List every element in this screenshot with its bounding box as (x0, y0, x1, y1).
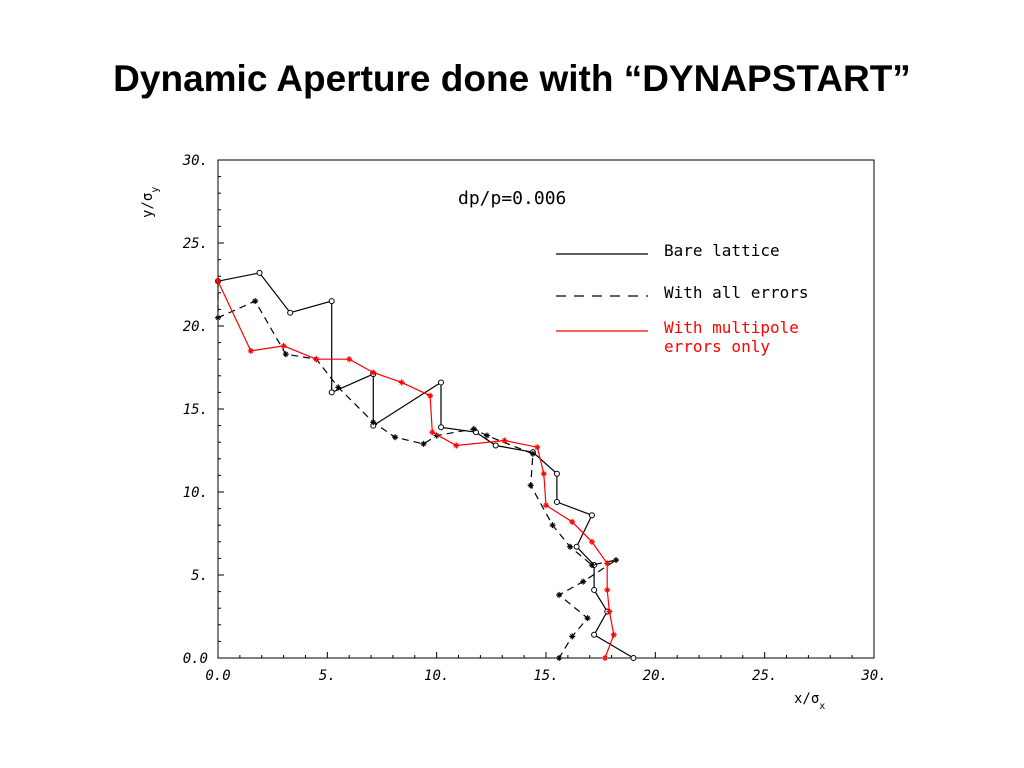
data-point (588, 562, 595, 569)
y-tick-label: 25. (183, 236, 208, 252)
y-tick-label: 10. (183, 485, 208, 501)
chart-legend: Bare lattice With all errors With multipol… (556, 241, 809, 356)
data-point (553, 470, 560, 477)
x-tick-label: 0.0 (205, 668, 230, 684)
x-tick-label: 25. (752, 668, 777, 684)
data-point (247, 347, 254, 354)
data-point (529, 450, 536, 457)
data-point (591, 631, 598, 638)
legend-item-bare-lattice: Bare lattice (556, 241, 780, 260)
data-point (549, 522, 556, 529)
data-point (215, 314, 221, 321)
series-with-all-errors (215, 278, 619, 661)
y-axis-label: y/σy (140, 187, 161, 218)
data-point (392, 434, 399, 441)
y-tick-label: 20. (183, 319, 208, 335)
data-point (569, 633, 576, 640)
legend-label: With all errors (664, 283, 809, 302)
axis-ticks: 0.0 5. 10. 15. 20. 25. 30. 0.0 5. 10. 15. 20. 25. 30. (182, 153, 887, 684)
x-tick-label: 30. (860, 668, 886, 684)
data-point (438, 424, 445, 431)
y-tick-label: 5. (191, 568, 208, 584)
data-point (567, 543, 574, 550)
slide-title: Dynamic Aperture done with “DYNAPSTART” (113, 58, 911, 99)
y-tick-label: 0.0 (183, 651, 208, 667)
x-tick-label: 5. (319, 668, 336, 684)
data-point (556, 655, 563, 661)
data-point (429, 429, 436, 436)
data-point (606, 608, 613, 615)
data-point (427, 392, 434, 399)
legend-item-with-multipole-errors-only: With multipole errors only (556, 318, 799, 356)
series-with-multipole-errors-only (215, 278, 617, 661)
data-point (398, 379, 405, 386)
data-point (335, 384, 342, 391)
data-point (328, 389, 335, 396)
x-tick-label: 20. (643, 668, 668, 684)
data-point (328, 298, 335, 305)
series-layer (215, 269, 637, 661)
data-point (483, 432, 490, 439)
series-line-with-multipole-errors-only (217, 280, 615, 659)
x-tick-label: 10. (424, 668, 449, 684)
plot-frame (217, 159, 875, 659)
data-point (453, 442, 460, 449)
data-point (256, 269, 263, 276)
y-tick-label: 30. (182, 153, 208, 169)
data-point (591, 586, 598, 593)
data-point (553, 498, 560, 505)
data-point (612, 557, 619, 564)
data-point (602, 655, 609, 661)
data-point (287, 309, 294, 316)
data-point (573, 543, 580, 550)
data-point (604, 560, 611, 567)
data-point (282, 351, 289, 358)
data-point (610, 631, 617, 638)
x-tick-label: 15. (533, 668, 558, 684)
x-axis-label: x/σx (794, 691, 825, 712)
legend-item-with-all-errors: With all errors (556, 283, 809, 302)
y-tick-label: 15. (183, 402, 208, 418)
data-point (556, 591, 563, 598)
data-point (346, 356, 353, 363)
data-point (569, 518, 576, 525)
dpp-annotation: dp/p=0.006 (458, 188, 566, 209)
data-point (438, 379, 445, 386)
data-point (527, 482, 534, 489)
data-point (470, 425, 477, 432)
data-point (630, 655, 637, 661)
data-point (501, 437, 508, 444)
data-point (543, 502, 549, 509)
data-point (370, 419, 377, 426)
data-point (584, 615, 591, 622)
legend-label: With multipole errors only (664, 318, 799, 356)
data-point (313, 356, 320, 363)
data-point (215, 278, 221, 285)
series-bare-lattice (215, 269, 637, 661)
data-point (580, 578, 587, 585)
data-point (492, 442, 499, 449)
data-point (420, 440, 427, 447)
data-point (540, 470, 547, 477)
data-point (588, 512, 595, 519)
data-point (252, 298, 259, 305)
data-point (534, 444, 541, 451)
data-point (588, 538, 595, 545)
data-point (370, 369, 377, 376)
series-line-with-all-errors (217, 281, 617, 659)
data-point (280, 342, 287, 349)
data-point (604, 586, 611, 593)
legend-label: Bare lattice (664, 241, 780, 260)
